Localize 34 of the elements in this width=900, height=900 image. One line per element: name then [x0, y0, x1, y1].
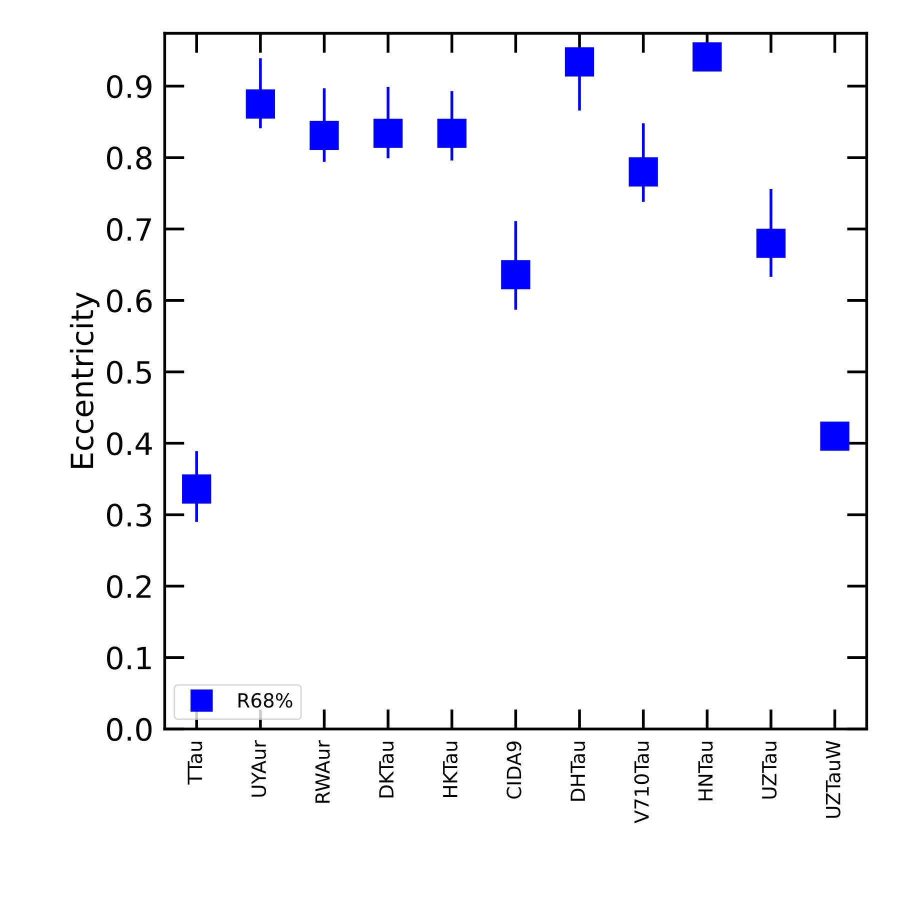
- point: [564, 47, 594, 76]
- point: [692, 42, 722, 72]
- point: [628, 157, 658, 186]
- y-tick-label: 0.6: [107, 289, 152, 312]
- point: [437, 118, 466, 148]
- point: [756, 228, 786, 258]
- y-tick-label: 0.3: [107, 504, 152, 527]
- x-tick-label: CIDA9: [506, 741, 522, 799]
- y-tick-label: 0.1: [107, 646, 151, 670]
- y-tick-label: 0.4: [107, 432, 152, 456]
- y-tick-label: 0.9: [107, 75, 152, 98]
- point: [246, 89, 276, 119]
- y-tick-label: 0.2: [107, 575, 151, 598]
- point: [820, 422, 850, 451]
- point: [310, 120, 339, 150]
- y-tick-label: 0.8: [107, 146, 152, 170]
- legend-label: R68%: [238, 693, 292, 708]
- x-tick-label: RWAur: [315, 740, 330, 803]
- point: [373, 118, 403, 148]
- x-tick-label: DHTau: [570, 742, 586, 801]
- x-tick-label: HKTau: [443, 742, 458, 797]
- y-tick-label: 0.5: [107, 360, 151, 384]
- x-tick-label: DKTau: [379, 742, 394, 798]
- x-tick-label: UZTauW: [826, 740, 840, 818]
- y-axis-title: Eccentricity: [70, 292, 100, 468]
- x-tick-label: HNTau: [698, 742, 713, 800]
- point: [501, 260, 530, 290]
- x-tick-label: UYAur: [252, 740, 266, 797]
- y-tick-label: 0.7: [107, 218, 151, 242]
- point: [182, 474, 212, 504]
- y-tick-label: 0.0: [107, 718, 152, 742]
- x-tick-label: TTau: [188, 742, 202, 785]
- x-tick-label: UZTau: [762, 742, 777, 799]
- x-tick-label: V710Tau: [634, 742, 649, 824]
